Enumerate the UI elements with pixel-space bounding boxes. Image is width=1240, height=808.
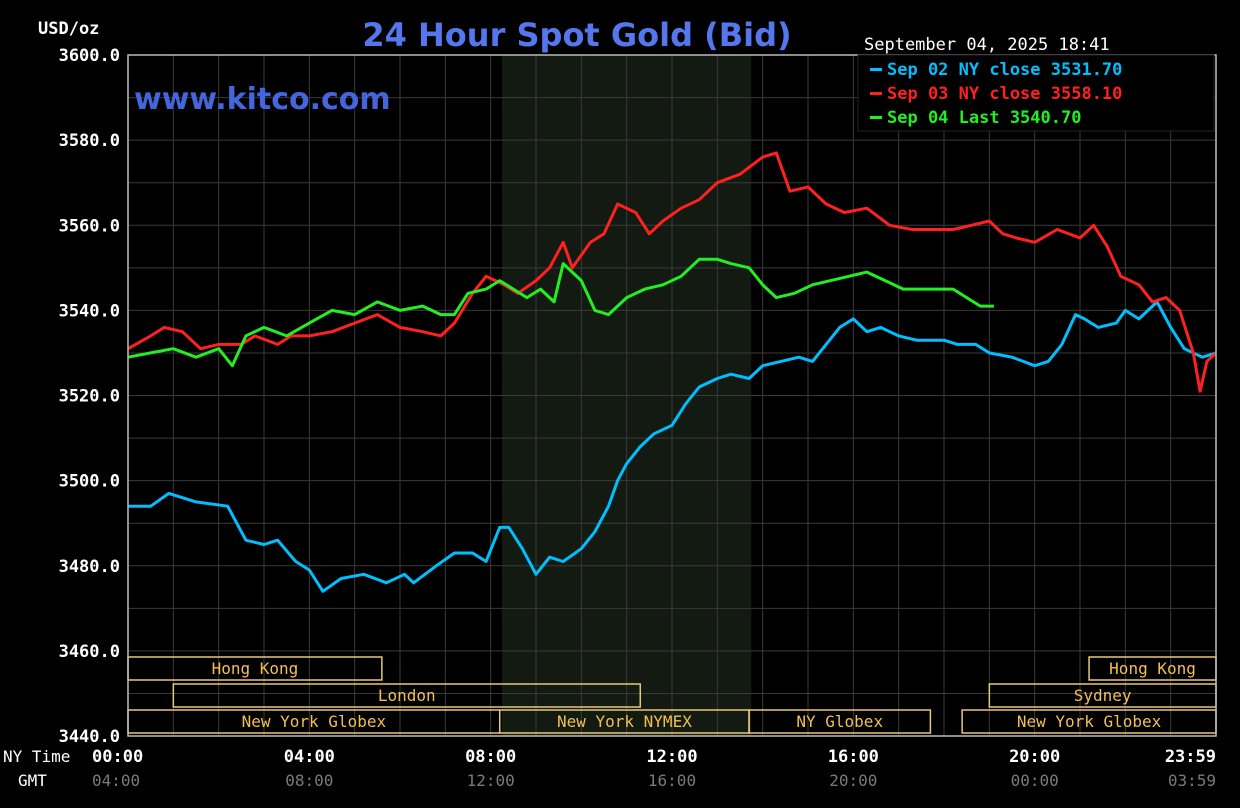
session-label: NY Globex: [796, 712, 883, 731]
chart-title: 24 Hour Spot Gold (Bid): [362, 16, 791, 54]
series-line-1: [127, 151, 1218, 393]
y-axis-label: USD/oz: [38, 19, 99, 39]
y-tick-label: 3580.0: [59, 131, 120, 151]
session-label: Sydney: [1074, 686, 1132, 705]
x-tick-label-gmt: 03:59: [1168, 771, 1216, 790]
ny-time-row-label: NY Time: [3, 747, 70, 766]
session-label: Hong Kong: [1109, 659, 1196, 678]
x-tick-label-gmt: 12:00: [467, 771, 515, 790]
legend-entry-sep04: Sep 04 Last 3540.70: [887, 108, 1081, 128]
x-tick-label-gmt: 04:00: [92, 771, 140, 790]
y-tick-label: 3540.0: [59, 301, 120, 321]
y-tick-label: 3500.0: [59, 472, 120, 492]
y-tick-labels: 3600.0 3580.0 3560.0 3540.0 3520.0 3500.0 3480…: [59, 46, 120, 747]
legend: Sep 02 NY close 3531.70 Sep 03 NY close …: [857, 54, 1215, 132]
session-box: [748, 709, 932, 734]
y-tick-label: 3520.0: [59, 387, 120, 407]
session-label: New York Globex: [1017, 712, 1162, 731]
y-tick-label: 3560.0: [59, 216, 120, 236]
watermark: www.kitco.com: [134, 82, 391, 117]
timestamp: September 04, 2025 18:41: [864, 35, 1110, 55]
series-line-2: [127, 257, 994, 368]
x-tick-label-gmt: 16:00: [648, 771, 696, 790]
x-tick-label-ny: 16:00: [828, 747, 879, 767]
series-lines: [127, 151, 1218, 593]
series-line-0: [128, 300, 1217, 593]
x-tick-label-gmt: 00:00: [1011, 771, 1059, 790]
session-label: New York NYMEX: [557, 712, 692, 731]
y-tick-label: 3480.0: [59, 557, 120, 577]
y-tick-label: 3460.0: [59, 642, 120, 662]
legend-entry-sep03: Sep 03 NY close 3558.10: [887, 84, 1122, 104]
session-label: London: [378, 686, 436, 705]
session-box: [172, 683, 642, 708]
session-label: Hong Kong: [212, 659, 299, 678]
gmt-row-label: GMT: [18, 771, 47, 790]
market-sessions: Hong Kong Hong Kong London Sydney New York G…: [127, 656, 1217, 734]
legend-swatch-sep04: [870, 116, 882, 119]
x-tick-label-ny: 23:59: [1165, 747, 1216, 767]
x-tick-label-gmt: 08:00: [285, 771, 333, 790]
legend-entry-sep02: Sep 02 NY close 3531.70: [887, 60, 1122, 80]
legend-swatch-sep02: [870, 68, 882, 71]
x-tick-label-gmt: 20:00: [829, 771, 877, 790]
y-tick-label: 3600.0: [59, 46, 120, 66]
x-tick-labels: 00:00 04:00 08:00 12:00 16:00 20:00 23:59 04:00…: [92, 747, 1216, 790]
x-tick-label-ny: 00:00: [92, 747, 143, 767]
x-tick-label-ny: 08:00: [465, 747, 516, 767]
x-tick-label-ny: 12:00: [646, 747, 697, 767]
x-tick-label-ny: 04:00: [284, 747, 335, 767]
session-label: New York Globex: [242, 712, 387, 731]
legend-swatch-sep03: [870, 92, 882, 95]
x-tick-label-ny: 20:00: [1009, 747, 1060, 767]
y-tick-label: 3440.0: [59, 727, 120, 747]
legend-box: [857, 54, 1215, 132]
plot-border: [127, 54, 1217, 737]
